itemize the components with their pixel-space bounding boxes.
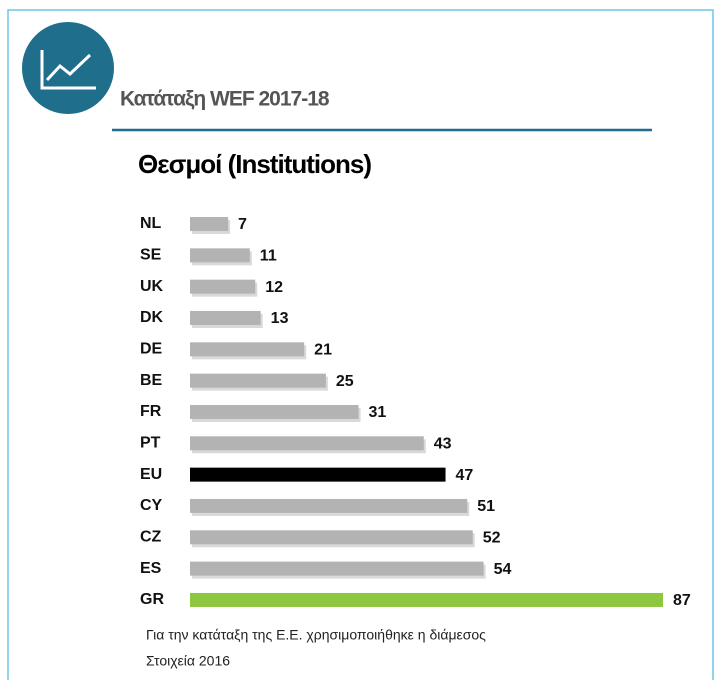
y-tick-label: EU [140, 466, 162, 483]
value-label: 31 [369, 404, 387, 421]
bar [190, 248, 250, 263]
y-tick-label: ES [140, 560, 162, 577]
bar [190, 436, 424, 451]
y-tick-label: BE [140, 372, 163, 389]
header: Κατάταξη WEF 2017-18 [120, 88, 330, 111]
value-label: 54 [494, 561, 512, 578]
y-tick-label: NL [140, 215, 162, 232]
frame [7, 9, 714, 680]
value-label: 43 [434, 436, 452, 453]
bar [190, 592, 663, 607]
y-tick-label: PT [140, 435, 161, 452]
value-label: 51 [477, 498, 495, 515]
note: Στοιχεία 2016 [146, 653, 230, 669]
note: Για την κατάταξη της Ε.Ε. χρησιμοποιήθηκ… [146, 627, 486, 643]
bar [190, 310, 261, 325]
y-tick-label: GR [140, 591, 164, 608]
y-tick-label: CZ [140, 529, 162, 546]
bar [190, 373, 326, 388]
value-label: 87 [673, 592, 691, 609]
icon [22, 22, 114, 114]
y-tick-label: DE [140, 341, 163, 358]
value-label: 12 [265, 279, 283, 296]
y-tick-label: UK [140, 278, 164, 295]
bar [190, 217, 229, 231]
bar [190, 342, 305, 357]
value-label: 11 [260, 248, 277, 265]
value-label: 47 [456, 467, 474, 484]
value-label: 13 [271, 310, 289, 327]
value-label: 7 [238, 216, 247, 233]
bar [190, 530, 473, 545]
bar [190, 404, 359, 419]
y-tick-label: FR [140, 403, 162, 420]
chart-title: Θεσμοί (Institutions) [138, 149, 371, 179]
value-label: 21 [314, 342, 332, 359]
value-label: 52 [483, 530, 501, 547]
bar [190, 467, 446, 482]
value-label: 25 [336, 373, 354, 390]
y-tick-label: DK [140, 309, 164, 326]
bar [190, 561, 484, 576]
y-tick-label: CY [140, 497, 163, 514]
y-tick-label: SE [140, 247, 162, 264]
bar [190, 279, 256, 294]
bar [190, 498, 468, 513]
